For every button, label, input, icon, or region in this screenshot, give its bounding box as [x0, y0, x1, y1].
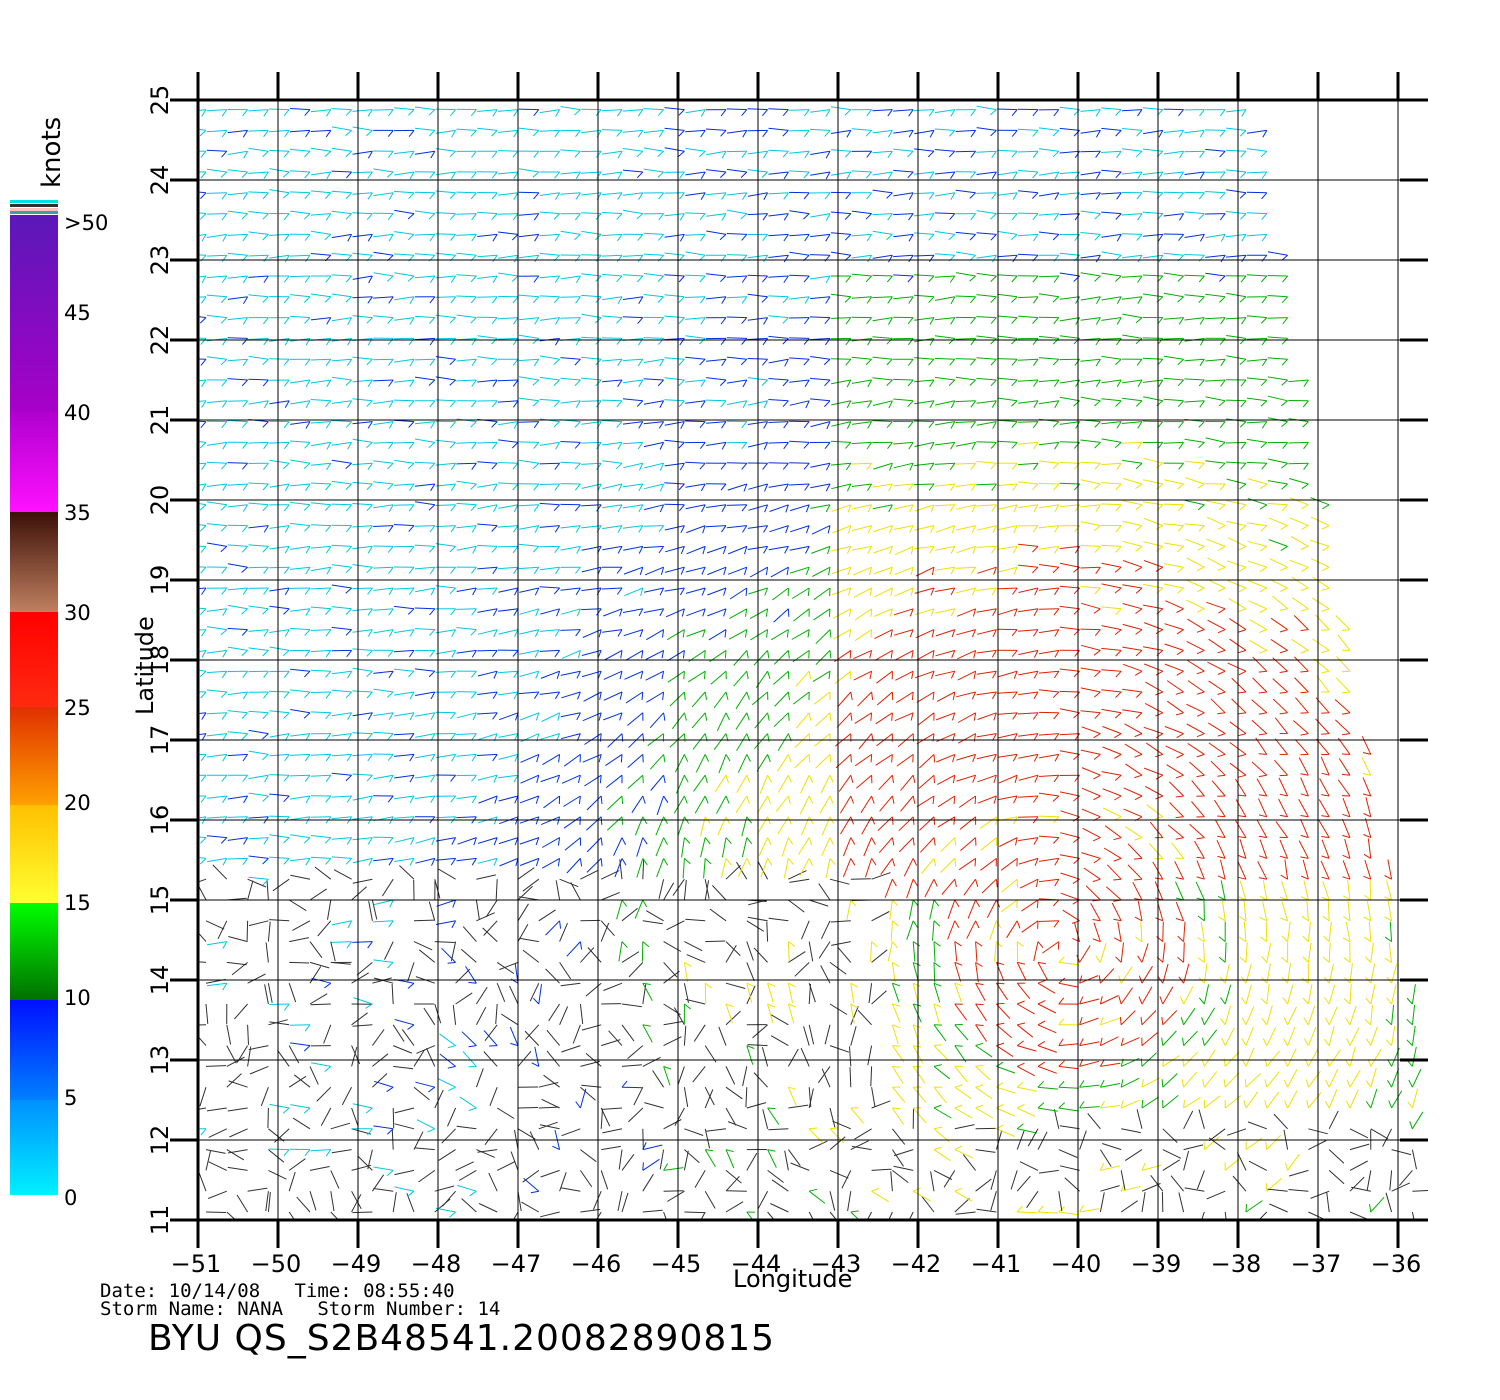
- product-id: BYU QS_S2B48541.20082890815: [148, 1318, 776, 1359]
- y-axis-label: Latitude: [131, 616, 159, 715]
- lat-tick-label: 13: [146, 1045, 174, 1076]
- legend-label: 15: [64, 891, 91, 915]
- legend-band-35-40: [10, 512, 58, 612]
- legend-label: 25: [64, 696, 91, 720]
- legend-label: 45: [64, 301, 91, 325]
- lat-lon-grid: [196, 98, 1428, 1222]
- lat-tick-label: 15: [146, 885, 174, 916]
- lon-tick-label: −40: [1051, 1250, 1102, 1278]
- legend-band-25-30: [10, 707, 58, 805]
- lon-tick-label: −36: [1371, 1250, 1422, 1278]
- lon-tick-label: −49: [331, 1250, 382, 1278]
- lat-tick-label: 11: [146, 1205, 174, 1236]
- speed-color-legend: >50 45 40 35 30 25 20 15 10 5 0: [10, 200, 108, 1210]
- lon-tick-label: −51: [171, 1250, 222, 1278]
- lat-tick-label: 25: [146, 85, 174, 116]
- legend-label: 5: [64, 1086, 77, 1110]
- legend-band-30-35: [10, 612, 58, 707]
- lon-tick-label: −50: [251, 1250, 302, 1278]
- legend-band-40-45: [10, 412, 58, 512]
- lon-tick-label: −47: [491, 1250, 542, 1278]
- lat-tick-label: 14: [146, 965, 174, 996]
- legend-label: 40: [64, 401, 91, 425]
- storm-name-line: Storm Name: NANA Storm Number: 14: [100, 1298, 501, 1320]
- lon-tick-label: −44: [731, 1250, 782, 1278]
- lon-tick-label: −48: [411, 1250, 462, 1278]
- lat-tick-label: 16: [146, 805, 174, 836]
- legend-label: 20: [64, 791, 91, 815]
- lon-tick-label: −41: [971, 1250, 1022, 1278]
- lon-tick-label: −39: [1131, 1250, 1182, 1278]
- legend-band-20-25: [10, 805, 58, 903]
- legend-label: 10: [64, 986, 91, 1010]
- legend-band-45-50: [10, 215, 58, 412]
- lon-tick-label: −43: [811, 1250, 862, 1278]
- legend-label: 35: [64, 501, 91, 525]
- lon-tick-label: −46: [571, 1250, 622, 1278]
- lat-tick-label: 19: [146, 565, 174, 596]
- legend-label: 30: [64, 601, 91, 625]
- lat-tick-label: 23: [146, 245, 174, 276]
- wind-vectors: [198, 105, 1428, 1220]
- date-time-line: Date: 10/14/08 Time: 08:55:40: [100, 1280, 455, 1302]
- lat-tick-label: 24: [146, 165, 174, 196]
- lat-tick-label: 20: [146, 485, 174, 516]
- lon-tick-label: −37: [1291, 1250, 1342, 1278]
- lon-tick-label: −38: [1211, 1250, 1262, 1278]
- legend-band-5-10: [10, 1100, 58, 1195]
- lat-tick-label: 21: [146, 405, 174, 436]
- lat-tick-label: 12: [146, 1125, 174, 1156]
- legend-label: >50: [64, 211, 108, 235]
- axis-ticks: −51 −50 −49 −48 −47 −46 −45 −44 −43 −42 −41 −40 −39 −…: [146, 72, 1428, 1278]
- lon-tick-label: −42: [891, 1250, 942, 1278]
- legend-band-15-20: [10, 903, 58, 1000]
- x-axis-label: Longitude: [733, 1265, 852, 1293]
- lat-tick-label: 22: [146, 325, 174, 356]
- legend-unit-label: knots: [37, 117, 67, 188]
- lat-tick-label: 18: [146, 645, 174, 676]
- lat-tick-label: 17: [146, 725, 174, 756]
- lon-tick-label: −45: [651, 1250, 702, 1278]
- legend-label: 0: [64, 1186, 77, 1210]
- legend-band-10-15: [10, 1000, 58, 1100]
